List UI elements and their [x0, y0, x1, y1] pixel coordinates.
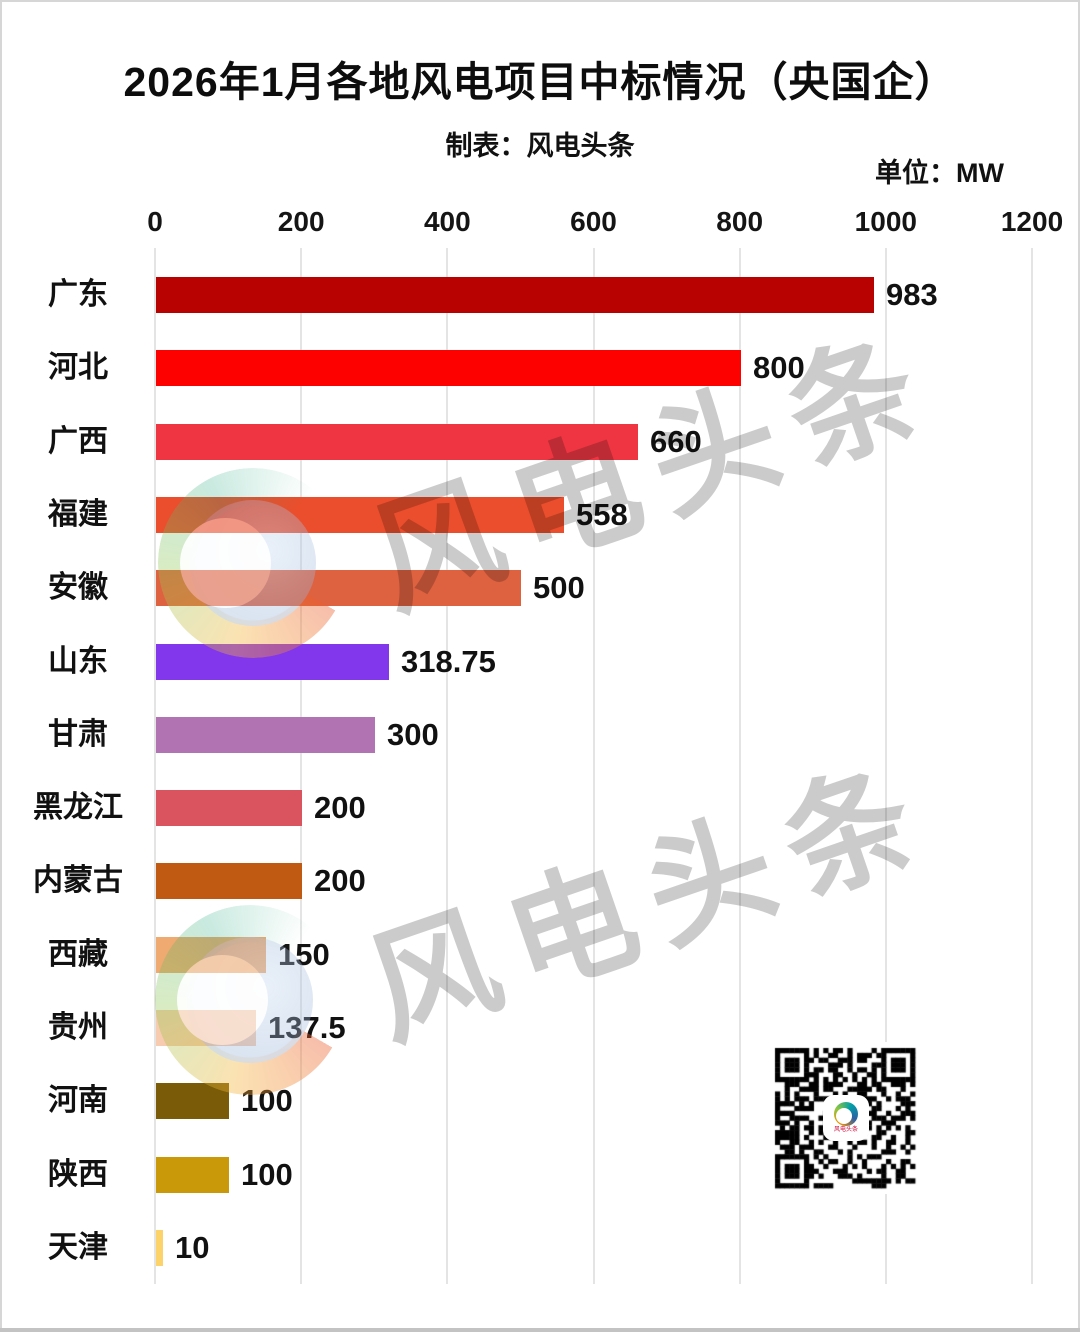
- value-label: 800: [753, 350, 805, 385]
- qr-logo-caption: 风电头条: [833, 1127, 858, 1133]
- category-label: 安徽: [48, 571, 108, 604]
- category-label: 福建: [48, 498, 108, 531]
- value-label: 660: [650, 424, 702, 459]
- x-tick-label: 0: [147, 206, 163, 237]
- gridline: [446, 248, 449, 1284]
- gridline: [592, 248, 595, 1284]
- value-label: 200: [314, 790, 366, 825]
- category-label: 河北: [48, 351, 108, 384]
- value-label: 558: [576, 497, 628, 532]
- gridline: [154, 248, 156, 1284]
- x-tick-label: 800: [716, 206, 764, 237]
- value-label: 100: [241, 1157, 293, 1192]
- category-label: 陕西: [48, 1158, 108, 1191]
- bottom-edge-strip: [0, 1328, 1080, 1332]
- brand-text-watermark: 风电头条: [355, 309, 954, 634]
- bar-天津: [156, 1230, 163, 1266]
- value-label: 318.75: [401, 644, 496, 679]
- chart-subtitle: 制表：风电头条: [445, 131, 635, 161]
- brand-text-watermark: 风电头条: [351, 739, 950, 1064]
- bar-安徽: [156, 570, 521, 606]
- logo-ring-icon: [155, 905, 345, 1095]
- qr-logo-swirl-icon: [834, 1102, 858, 1126]
- bar-西藏: [156, 937, 266, 973]
- bar-广东: [156, 277, 874, 313]
- bar-福建: [156, 497, 564, 533]
- value-label: 500: [533, 570, 585, 605]
- bar-山东: [156, 644, 389, 680]
- gridline: [884, 248, 887, 1284]
- bar-陕西: [156, 1157, 229, 1193]
- bar-河北: [156, 350, 741, 386]
- gridline: [1031, 248, 1033, 1284]
- x-tick-label: 600: [570, 206, 617, 237]
- category-label: 天津: [48, 1231, 108, 1264]
- value-label: 983: [886, 277, 938, 312]
- value-label: 200: [314, 863, 366, 898]
- category-label: 黑龙江: [33, 791, 123, 824]
- qr-center-logo: 风电头条: [825, 1097, 867, 1139]
- qr-code: 风电头条: [769, 1042, 921, 1194]
- category-label: 山东: [48, 645, 108, 678]
- unit-label: 单位：MW: [875, 158, 1004, 188]
- category-label: 广西: [48, 425, 108, 458]
- bar-甘肃: [156, 717, 375, 753]
- x-tick-label: 1000: [854, 206, 917, 237]
- brand-logo-watermark: [155, 905, 345, 1095]
- bar-贵州: [156, 1010, 256, 1046]
- value-label: 300: [387, 717, 439, 752]
- bar-内蒙古: [156, 863, 302, 899]
- category-label: 内蒙古: [33, 864, 123, 897]
- category-label: 贵州: [48, 1011, 108, 1044]
- bar-黑龙江: [156, 790, 302, 826]
- chart-title: 2026年1月各地风电项目中标情况（央国企）: [123, 59, 957, 105]
- x-tick-label: 400: [423, 206, 471, 237]
- gridline: [738, 248, 741, 1284]
- value-label: 137.5: [268, 1010, 346, 1045]
- category-label: 甘肃: [48, 718, 108, 751]
- value-label: 150: [278, 937, 330, 972]
- bar-河南: [156, 1083, 229, 1119]
- value-label: 100: [241, 1083, 293, 1118]
- x-tick-label: 200: [277, 206, 325, 237]
- gridline: [300, 248, 303, 1284]
- x-tick-label: 1200: [1000, 206, 1064, 237]
- category-label: 广东: [48, 278, 108, 311]
- category-label: 河南: [48, 1084, 108, 1117]
- value-label: 10: [175, 1230, 210, 1265]
- category-label: 西藏: [48, 938, 108, 971]
- bar-广西: [156, 424, 638, 460]
